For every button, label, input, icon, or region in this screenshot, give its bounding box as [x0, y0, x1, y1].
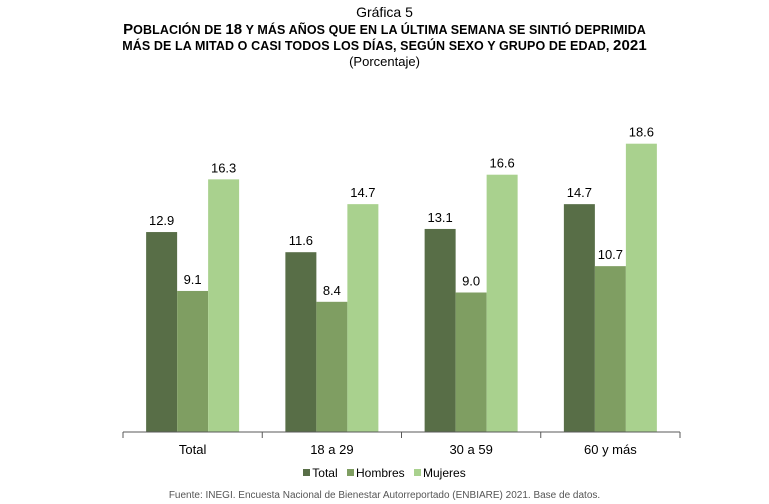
x-tick-label-2: 30 a 59: [449, 442, 492, 457]
title-line2-part-1: 2021: [613, 37, 647, 54]
data-label-total-3: 14.7: [567, 185, 592, 200]
legend-item-hombres: Hombres: [346, 466, 405, 480]
bar-hombres-0: [177, 290, 209, 432]
legend-item-total: Total: [303, 466, 338, 480]
title-line1-part-3: Y MÁS AÑOS QUE EN LA ÚLTIMA SEMANA SE SI…: [242, 23, 646, 37]
data-label-total-2: 13.1: [427, 210, 452, 225]
chart-subtitle: (Porcentaje): [349, 54, 420, 69]
data-label-total-1: 11.6: [289, 233, 313, 248]
data-label-hombres-3: 10.7: [598, 247, 623, 262]
legend-swatch-hombres: [346, 469, 354, 476]
legend-label-hombres: Hombres: [355, 466, 405, 480]
bar-chart: 12.9 9.1 16.3 11.6 8.4 14.7 13.1 9.0 16.6 14.7 10.…: [122, 125, 681, 457]
bar-total-2: [424, 228, 456, 432]
data-label-total-0: 12.9: [149, 213, 174, 228]
legend-label-mujeres: Mujeres: [423, 466, 466, 480]
bar-mujeres-3: [625, 143, 657, 432]
bar-mujeres-0: [208, 179, 240, 432]
bar-total-3: [563, 204, 595, 432]
data-label-mujeres-0: 16.3: [211, 160, 236, 175]
bar-mujeres-2: [486, 174, 518, 432]
x-tick-label-1: 18 a 29: [310, 442, 353, 457]
title-line1-part-0: P: [123, 21, 134, 38]
data-label-mujeres-3: 18.6: [629, 125, 654, 140]
figure-number: Gráfica 5: [356, 4, 413, 20]
legend-label-total: Total: [312, 466, 338, 480]
chart-title-line1: POBLACIÓN DE 18 Y MÁS AÑOS QUE EN LA ÚLT…: [0, 22, 769, 38]
bar-total-0: [146, 232, 178, 432]
title-line1-part-2: 18: [225, 21, 243, 38]
title-line1-part-1: OBLACIÓN DE: [133, 23, 226, 37]
legend-swatch-mujeres: [414, 469, 422, 476]
data-label-hombres-2: 9.0: [462, 274, 480, 289]
bar-hombres-2: [455, 292, 487, 432]
bar-total-1: [285, 252, 317, 432]
x-tick-label-0: Total: [179, 442, 207, 457]
data-label-mujeres-2: 16.6: [489, 156, 514, 171]
source-note: Fuente: INEGI. Encuesta Nacional de Bien…: [168, 490, 601, 501]
legend-swatch-total: [303, 469, 311, 476]
x-tick-label-3: 60 y más: [584, 442, 637, 457]
data-label-hombres-1: 8.4: [323, 283, 341, 298]
chart-header: Gráfica 5 POBLACIÓN DE 18 Y MÁS AÑOS QUE…: [0, 4, 769, 69]
data-label-mujeres-1: 14.7: [350, 185, 375, 200]
legend-item-mujeres: Mujeres: [414, 466, 466, 480]
title-line2-part-0: MÁS DE LA MITAD O CASI TODOS LOS DÍAS, S…: [122, 39, 613, 53]
chart-title-line2: MÁS DE LA MITAD O CASI TODOS LOS DÍAS, S…: [0, 38, 769, 54]
bar-hombres-1: [316, 301, 348, 432]
bar-hombres-3: [594, 266, 626, 432]
chart-title: POBLACIÓN DE 18 Y MÁS AÑOS QUE EN LA ÚLT…: [0, 22, 769, 54]
chart-legend: Total Hombres Mujeres: [0, 466, 769, 480]
bar-mujeres-1: [347, 204, 379, 432]
data-label-hombres-0: 9.1: [184, 272, 202, 287]
